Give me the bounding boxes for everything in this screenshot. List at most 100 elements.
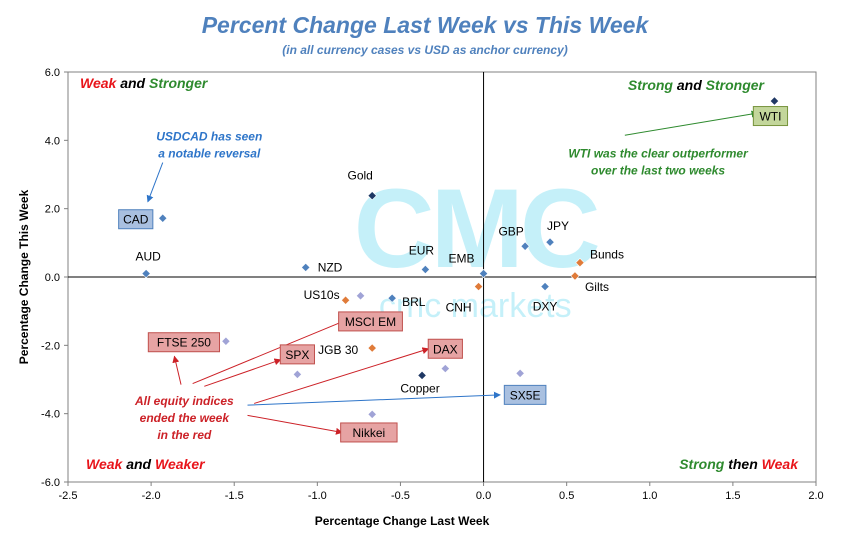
point-label-brl: BRL (402, 295, 426, 309)
quadrant-label-top-left-part-0: Weak (80, 75, 118, 91)
quadrant-label-top-right: Strong and Stronger (628, 77, 766, 93)
annotation-2: All equity indices ended the week in the r… (134, 394, 234, 442)
annotation-arrow-7 (624, 110, 759, 136)
chart-title: Percent Change Last Week vs This Week (201, 12, 649, 38)
point-label-gold: Gold (348, 169, 373, 183)
point-cnh (473, 281, 484, 292)
point-label-us10s: US10s (304, 288, 340, 302)
point-emb (478, 268, 489, 279)
watermark-text: cmc markets (379, 287, 572, 325)
point-gbp (520, 241, 530, 251)
x-tick-label-0-5: 0.5 (559, 490, 574, 502)
annotation-0: USDCAD has seen a notable reversal (156, 129, 262, 160)
point-jgb-30 (367, 343, 377, 353)
annotation-arrow-0 (172, 355, 182, 385)
quadrant-label-top-right-part-2: Stronger (706, 77, 766, 93)
point-label-spx: SPX (285, 348, 309, 362)
x-tick-label-1-5: 1.5 (725, 490, 740, 502)
annotation-1-line-0: WTI was the clear outperformer (568, 146, 749, 160)
point-dxy (540, 281, 550, 292)
quadrant-label-bottom-left-part-0: Weak (86, 456, 124, 472)
point-label-wti-box (752, 106, 789, 127)
watermark-logo-text: CMC (354, 166, 598, 291)
annotation-arrow-4 (247, 414, 343, 435)
point-aud (141, 268, 151, 279)
point-label-copper: Copper (400, 381, 439, 395)
quadrant-label-bottom-right-part-1: then (724, 456, 761, 472)
point-label-cad-box (118, 209, 154, 230)
x-axis-label: Percentage Change Last Week (315, 514, 490, 528)
annotation-arrow-1 (192, 318, 348, 385)
point-label-eur: EUR (409, 243, 435, 257)
chart-subtitle: (in all currency cases vs USD as anchor … (282, 43, 568, 57)
y-tick-label-6-0: -6.0 (41, 477, 60, 489)
point-jpy (545, 237, 555, 247)
annotation-2-line-1: ended the week (140, 411, 231, 425)
point-label-cad: CAD (123, 213, 149, 227)
floating-label-msci-em-box (338, 311, 403, 332)
point-label-ftse-250: FTSE 250 (157, 336, 211, 350)
floating-label-msci-em: MSCI EM (345, 315, 396, 329)
annotation-arrow-5 (247, 391, 501, 406)
quadrant-label-top-left: Weak and Stronger (80, 75, 209, 91)
annotation-arrow-6 (146, 162, 164, 203)
point-gold (367, 191, 377, 201)
point-ftse-250 (221, 336, 231, 346)
point-label-gbp: GBP (498, 224, 523, 238)
quadrant-label-bottom-left-part-2: Weaker (155, 456, 206, 472)
floating-label-nikkei-box (340, 422, 398, 443)
quadrant-label-bottom-left: Weak and Weaker (86, 456, 206, 472)
point-unlabeled-20 (515, 368, 525, 378)
point-label-nzd: NZD (318, 260, 343, 274)
point-label-emb: EMB (449, 252, 475, 266)
y-tick-label-2-0: 2.0 (45, 204, 60, 216)
point-copper (417, 370, 427, 381)
point-label-spx-box (279, 344, 315, 365)
point-eur (420, 264, 431, 275)
y-axis-label: Percentage Change This Week (17, 189, 31, 364)
point-nzd (301, 262, 311, 273)
floating-label-sx5e: SX5E (510, 388, 541, 402)
point-gilts (570, 271, 580, 281)
y-tick-label-4-0: 4.0 (45, 135, 60, 147)
point-label-aud: AUD (135, 250, 161, 264)
point-label-wti: WTI (759, 110, 781, 124)
quadrant-label-top-right-part-1: and (673, 77, 706, 93)
quadrant-label-top-left-part-2: Stronger (149, 75, 209, 91)
point-label-bunds: Bunds (590, 248, 624, 262)
y-tick-label-0-0: 0.0 (45, 272, 60, 284)
x-tick-label-1-0: -1.0 (308, 490, 327, 502)
x-tick-label-1-5: -1.5 (225, 490, 244, 502)
point-cad (158, 213, 168, 223)
x-tick-label-2-5: -2.5 (59, 490, 78, 502)
point-bunds (575, 258, 585, 268)
floating-label-sx5e-box (503, 384, 547, 405)
annotation-2-line-2: in the red (157, 428, 212, 442)
point-label-dxy: DXY (533, 300, 558, 314)
quadrant-label-top-left-part-1: and (116, 75, 149, 91)
quadrant-label-bottom-right: Strong then Weak (679, 456, 799, 472)
point-label-ftse-250-box (147, 332, 221, 353)
floating-label-dax: DAX (433, 342, 458, 356)
annotation-2-line-0: All equity indices (134, 394, 234, 408)
y-tick-label-6-0: 6.0 (45, 67, 60, 79)
point-brl (387, 293, 397, 303)
y-tick-label-4-0: -4.0 (41, 409, 60, 421)
floating-label-dax-box (427, 338, 463, 359)
x-tick-label-0-5: -0.5 (391, 490, 410, 502)
annotation-1-line-1: over the last two weeks (591, 163, 725, 177)
annotation-0-line-1: a notable reversal (158, 146, 261, 160)
point-spx (292, 369, 303, 379)
quadrant-label-bottom-right-part-2: Weak (762, 456, 800, 472)
y-tick-label-2-0: -2.0 (41, 340, 60, 352)
point-label-jgb-30: JGB 30 (318, 343, 358, 357)
quadrant-label-bottom-right-part-0: Strong (679, 456, 725, 472)
floating-label-nikkei: Nikkei (353, 426, 386, 440)
quadrant-label-bottom-left-part-1: and (122, 456, 155, 472)
point-unlabeled-21 (367, 409, 377, 419)
annotation-0-line-0: USDCAD has seen (156, 129, 262, 143)
annotation-arrow-2 (204, 358, 282, 387)
point-us10s (340, 295, 351, 305)
x-tick-label-1-0: 1.0 (642, 490, 657, 502)
